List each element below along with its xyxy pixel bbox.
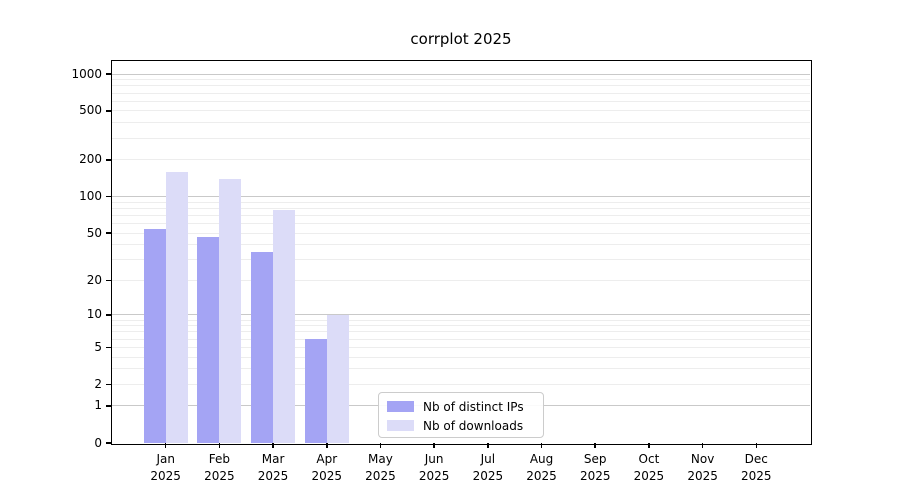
- gridline-minor: [112, 356, 810, 358]
- gridline-minor: [112, 325, 810, 327]
- y-axis-tick: [106, 346, 112, 349]
- y-axis-tick: [106, 314, 112, 316]
- y-axis-tick: [106, 159, 112, 161]
- x-axis-label-aug: Aug 2025: [526, 452, 557, 483]
- gridline-minor: [112, 92, 810, 94]
- y-axis-label: 50: [86, 225, 102, 240]
- legend-entry-distinct-ips: Nb of distinct IPs: [387, 397, 535, 416]
- y-axis-tick: [106, 279, 112, 282]
- gridline-minor: [112, 100, 810, 102]
- x-axis-label-sep: Sep 2025: [579, 452, 611, 483]
- bar-distinct-ips-jan: [143, 228, 166, 443]
- y-axis-tick: [106, 383, 112, 386]
- x-axis-label-jan: Jan 2025: [150, 452, 181, 483]
- x-axis-tick: [326, 443, 328, 448]
- legend: Nb of distinct IPs Nb of downloads: [378, 392, 544, 438]
- y-axis-tick: [106, 73, 112, 75]
- legend-entry-downloads: Nb of downloads: [387, 416, 535, 435]
- x-axis-tick: [648, 443, 650, 448]
- legend-label-downloads: Nb of downloads: [423, 418, 524, 433]
- x-axis-tick: [594, 443, 596, 448]
- y-axis-label: 10: [86, 307, 102, 322]
- plot-area: [112, 61, 810, 443]
- gridline-major: [112, 314, 810, 316]
- gridline-minor: [112, 222, 810, 224]
- gridline-major: [112, 196, 810, 197]
- bar-downloads-jan: [165, 171, 188, 443]
- gridline-minor: [112, 244, 810, 246]
- y-axis-label: 5: [94, 339, 102, 354]
- x-axis-tick: [540, 443, 543, 448]
- x-axis-tick: [272, 443, 274, 448]
- x-axis-label-jun: Jun 2025: [418, 452, 450, 483]
- y-axis-label: 1000: [71, 66, 102, 81]
- x-axis-label-may: May 2025: [365, 452, 396, 483]
- gridline-minor: [112, 110, 810, 112]
- gridline-minor: [112, 201, 810, 203]
- gridline-minor: [112, 79, 810, 81]
- gridline-major: [112, 73, 810, 75]
- y-axis-tick: [106, 405, 112, 407]
- legend-label-distinct-ips: Nb of distinct IPs: [423, 399, 524, 414]
- y-axis-label: 500: [79, 103, 102, 118]
- x-axis-label-dec: Dec 2025: [741, 452, 772, 483]
- gridline-minor: [112, 338, 810, 340]
- legend-swatch-downloads: [387, 420, 414, 431]
- x-axis-label-feb: Feb 2025: [204, 452, 235, 483]
- x-axis-tick: [701, 443, 704, 448]
- bar-downloads-mar: [273, 209, 296, 443]
- x-axis-label-apr: Apr 2025: [311, 452, 343, 483]
- gridline-minor: [112, 207, 810, 209]
- bar-downloads-feb: [219, 178, 242, 443]
- bar-distinct-ips-mar: [251, 251, 274, 443]
- y-axis-label: 1: [94, 398, 102, 413]
- x-axis-tick: [433, 443, 435, 448]
- x-axis-label-nov: Nov 2025: [687, 452, 718, 483]
- gridline-minor: [112, 259, 810, 261]
- x-axis-tick: [487, 443, 489, 448]
- y-axis-tick: [106, 232, 112, 234]
- x-axis-tick: [379, 443, 382, 448]
- legend-swatch-distinct-ips: [387, 401, 414, 412]
- y-axis-label: 100: [79, 189, 102, 203]
- gridline-minor: [112, 368, 810, 370]
- x-axis-label-oct: Oct 2025: [633, 452, 665, 483]
- y-axis-tick: [106, 110, 112, 112]
- bar-distinct-ips-feb: [197, 237, 220, 443]
- gridline-minor: [112, 319, 810, 321]
- y-axis-label: 0: [94, 435, 102, 450]
- y-axis-label: 20: [86, 272, 102, 287]
- gridline-minor: [112, 122, 810, 124]
- bar-downloads-apr: [326, 314, 349, 443]
- y-axis-tick: [106, 442, 112, 444]
- x-axis-label-mar: Mar 2025: [257, 452, 289, 483]
- gridline-minor: [112, 137, 810, 139]
- gridline-minor: [112, 331, 810, 333]
- gridline-minor: [112, 159, 810, 161]
- gridline-minor: [112, 232, 810, 234]
- gridline-minor: [112, 346, 810, 348]
- gridline-minor: [112, 214, 810, 216]
- chart-title: corrplot 2025: [410, 30, 512, 48]
- x-axis-tick: [218, 443, 221, 448]
- x-axis-tick: [164, 443, 167, 448]
- gridline-minor: [112, 383, 810, 385]
- x-axis-tick: [755, 443, 758, 448]
- gridline-minor: [112, 279, 810, 281]
- y-axis-label: 2: [94, 376, 102, 391]
- y-axis-tick: [106, 195, 112, 198]
- bar-distinct-ips-apr: [304, 339, 327, 443]
- x-axis-label-jul: Jul 2025: [472, 452, 504, 483]
- y-axis-label: 200: [79, 152, 102, 167]
- gridline-minor: [112, 85, 810, 87]
